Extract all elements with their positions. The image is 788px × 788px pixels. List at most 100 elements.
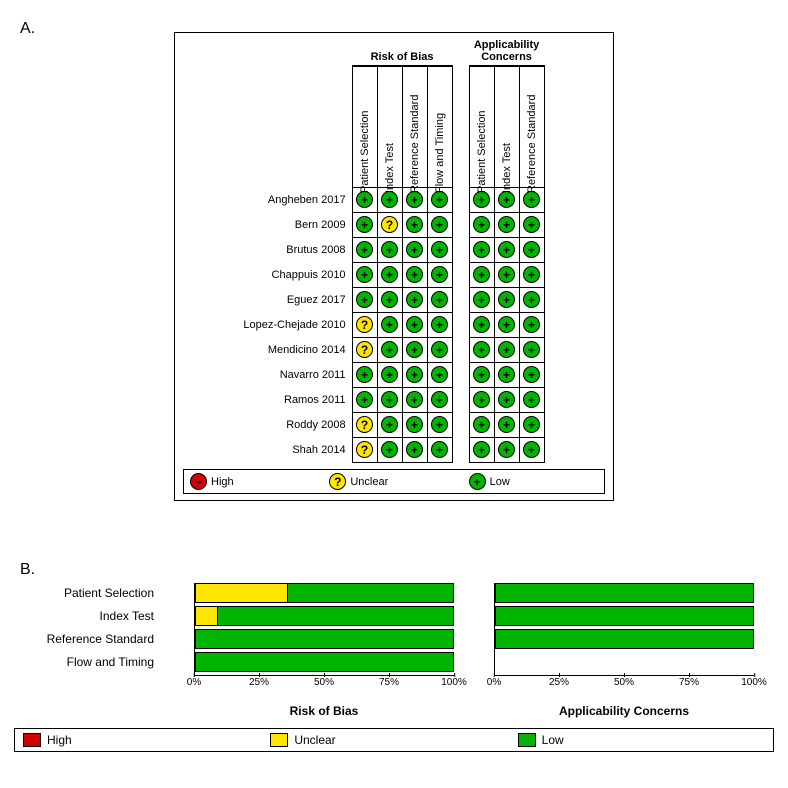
rob-cell	[377, 413, 402, 438]
ac-cell	[519, 338, 544, 363]
legend-label: Unclear	[350, 476, 388, 488]
bar-segment-unclear	[195, 583, 288, 603]
x-tick: 75%	[379, 677, 399, 688]
ac-cell	[494, 388, 519, 413]
bar-segment-low	[195, 629, 454, 649]
ac-cell	[469, 313, 494, 338]
panel-b-label: B.	[20, 561, 776, 579]
x-tick: 75%	[679, 677, 699, 688]
ac-cell	[494, 413, 519, 438]
legend-item-unclear: Unclear	[329, 473, 458, 490]
rob-cell	[352, 388, 377, 413]
panel-a-legend: High Unclear Low	[183, 469, 605, 494]
chart-title: Risk of Bias	[194, 704, 454, 718]
col-header: Patient Selection	[469, 66, 494, 188]
category-label: Reference Standard	[14, 629, 154, 649]
legend-item-low: Low	[518, 733, 765, 747]
bar-segment-low	[495, 583, 754, 603]
rob-cell	[377, 438, 402, 463]
ac-cell	[494, 438, 519, 463]
category-label: Index Test	[14, 606, 154, 626]
ac-cell	[469, 263, 494, 288]
ac-cell	[494, 338, 519, 363]
x-tick: 25%	[549, 677, 569, 688]
rob-cell	[352, 213, 377, 238]
legend-label: High	[47, 733, 72, 747]
rob-cell	[377, 338, 402, 363]
rob-cell	[377, 313, 402, 338]
study-label: Chappuis 2010	[243, 263, 352, 288]
x-tick: 50%	[314, 677, 334, 688]
ac-cell	[494, 238, 519, 263]
panel-b-charts: Patient Selection Index Test Reference Sta…	[14, 583, 774, 718]
rob-cell	[402, 338, 427, 363]
legend-item-high: High	[190, 473, 319, 490]
rob-cell	[402, 263, 427, 288]
bar-segment-low	[288, 583, 454, 603]
category-label: Flow and Timing	[14, 652, 154, 672]
rob-cell	[402, 288, 427, 313]
ac-cell	[519, 438, 544, 463]
rob-cell	[427, 338, 452, 363]
category-label: Patient Selection	[14, 583, 154, 603]
ac-cell	[519, 363, 544, 388]
risk-of-bias-chart: 0%25%50%75%100%Risk of Bias	[194, 583, 454, 718]
ac-cell	[469, 438, 494, 463]
study-label: Mendicino 2014	[243, 338, 352, 363]
study-label: Navarro 2011	[243, 363, 352, 388]
rob-cell	[352, 363, 377, 388]
ac-cell	[519, 213, 544, 238]
study-label: Shah 2014	[243, 438, 352, 463]
bar-segment-low	[495, 606, 754, 626]
panel-b-category-labels: Patient Selection Index Test Reference Sta…	[14, 583, 154, 675]
x-tick: 0%	[187, 677, 201, 688]
legend-item-high: High	[23, 733, 270, 747]
ac-cell	[519, 288, 544, 313]
ac-cell	[519, 413, 544, 438]
ac-cell	[469, 288, 494, 313]
rob-cell	[377, 213, 402, 238]
rob-cell	[427, 388, 452, 413]
rob-cell	[377, 388, 402, 413]
group-header-ac: Applicability Concerns	[469, 39, 544, 66]
rob-cell	[427, 263, 452, 288]
x-tick: 100%	[441, 677, 467, 688]
rob-cell	[427, 238, 452, 263]
x-tick: 100%	[741, 677, 767, 688]
ac-cell	[469, 413, 494, 438]
rob-cell	[352, 238, 377, 263]
group-header-rob: Risk of Bias	[352, 39, 452, 66]
legend-label: Low	[490, 476, 510, 488]
rob-cell	[402, 313, 427, 338]
ac-cell	[519, 263, 544, 288]
rob-cell	[427, 438, 452, 463]
ac-cell	[519, 238, 544, 263]
applicability-chart: 0%25%50%75%100%Applicability Concerns	[494, 583, 754, 718]
legend-label: Low	[542, 733, 564, 747]
chart-title: Applicability Concerns	[494, 704, 754, 718]
rob-cell	[402, 388, 427, 413]
ac-cell	[494, 313, 519, 338]
ac-cell	[469, 238, 494, 263]
rob-cell	[377, 288, 402, 313]
rob-cell	[352, 413, 377, 438]
rob-cell	[352, 288, 377, 313]
rob-cell	[402, 363, 427, 388]
bar-segment-low	[495, 629, 754, 649]
rob-cell	[352, 313, 377, 338]
legend-label: Unclear	[294, 733, 335, 747]
col-header: Patient Selection	[352, 66, 377, 188]
rob-cell	[402, 438, 427, 463]
rob-cell	[377, 238, 402, 263]
ac-cell	[519, 313, 544, 338]
ac-cell	[494, 263, 519, 288]
ac-cell	[494, 363, 519, 388]
study-label: Lopez-Chejade 2010	[243, 313, 352, 338]
rob-cell	[402, 213, 427, 238]
rob-cell	[427, 413, 452, 438]
study-label: Bern 2009	[243, 213, 352, 238]
ac-cell	[494, 213, 519, 238]
rob-cell	[352, 338, 377, 363]
bar-segment-low	[195, 652, 454, 672]
x-tick: 25%	[249, 677, 269, 688]
